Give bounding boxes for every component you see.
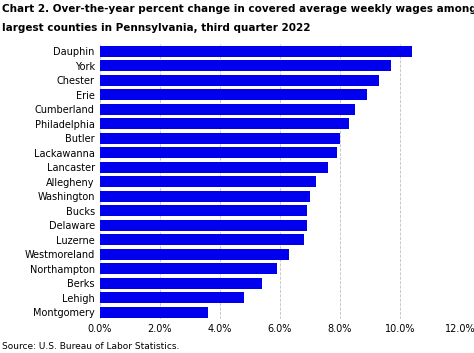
- Bar: [100, 292, 244, 303]
- Bar: [100, 278, 262, 289]
- Bar: [100, 75, 379, 86]
- Bar: [100, 249, 289, 260]
- Bar: [100, 148, 337, 158]
- Bar: [100, 104, 355, 115]
- Bar: [100, 263, 277, 274]
- Bar: [100, 307, 208, 318]
- Text: Chart 2. Over-the-year percent change in covered average weekly wages among the: Chart 2. Over-the-year percent change in…: [2, 4, 474, 13]
- Bar: [100, 205, 307, 216]
- Bar: [100, 162, 328, 173]
- Text: largest counties in Pennsylvania, third quarter 2022: largest counties in Pennsylvania, third …: [2, 23, 311, 33]
- Bar: [100, 234, 304, 245]
- Bar: [100, 133, 340, 144]
- Text: Source: U.S. Bureau of Labor Statistics.: Source: U.S. Bureau of Labor Statistics.: [2, 342, 180, 351]
- Bar: [100, 46, 412, 57]
- Bar: [100, 60, 391, 71]
- Bar: [100, 118, 349, 129]
- Bar: [100, 176, 316, 187]
- Bar: [100, 191, 310, 202]
- Bar: [100, 220, 307, 231]
- Bar: [100, 89, 367, 100]
